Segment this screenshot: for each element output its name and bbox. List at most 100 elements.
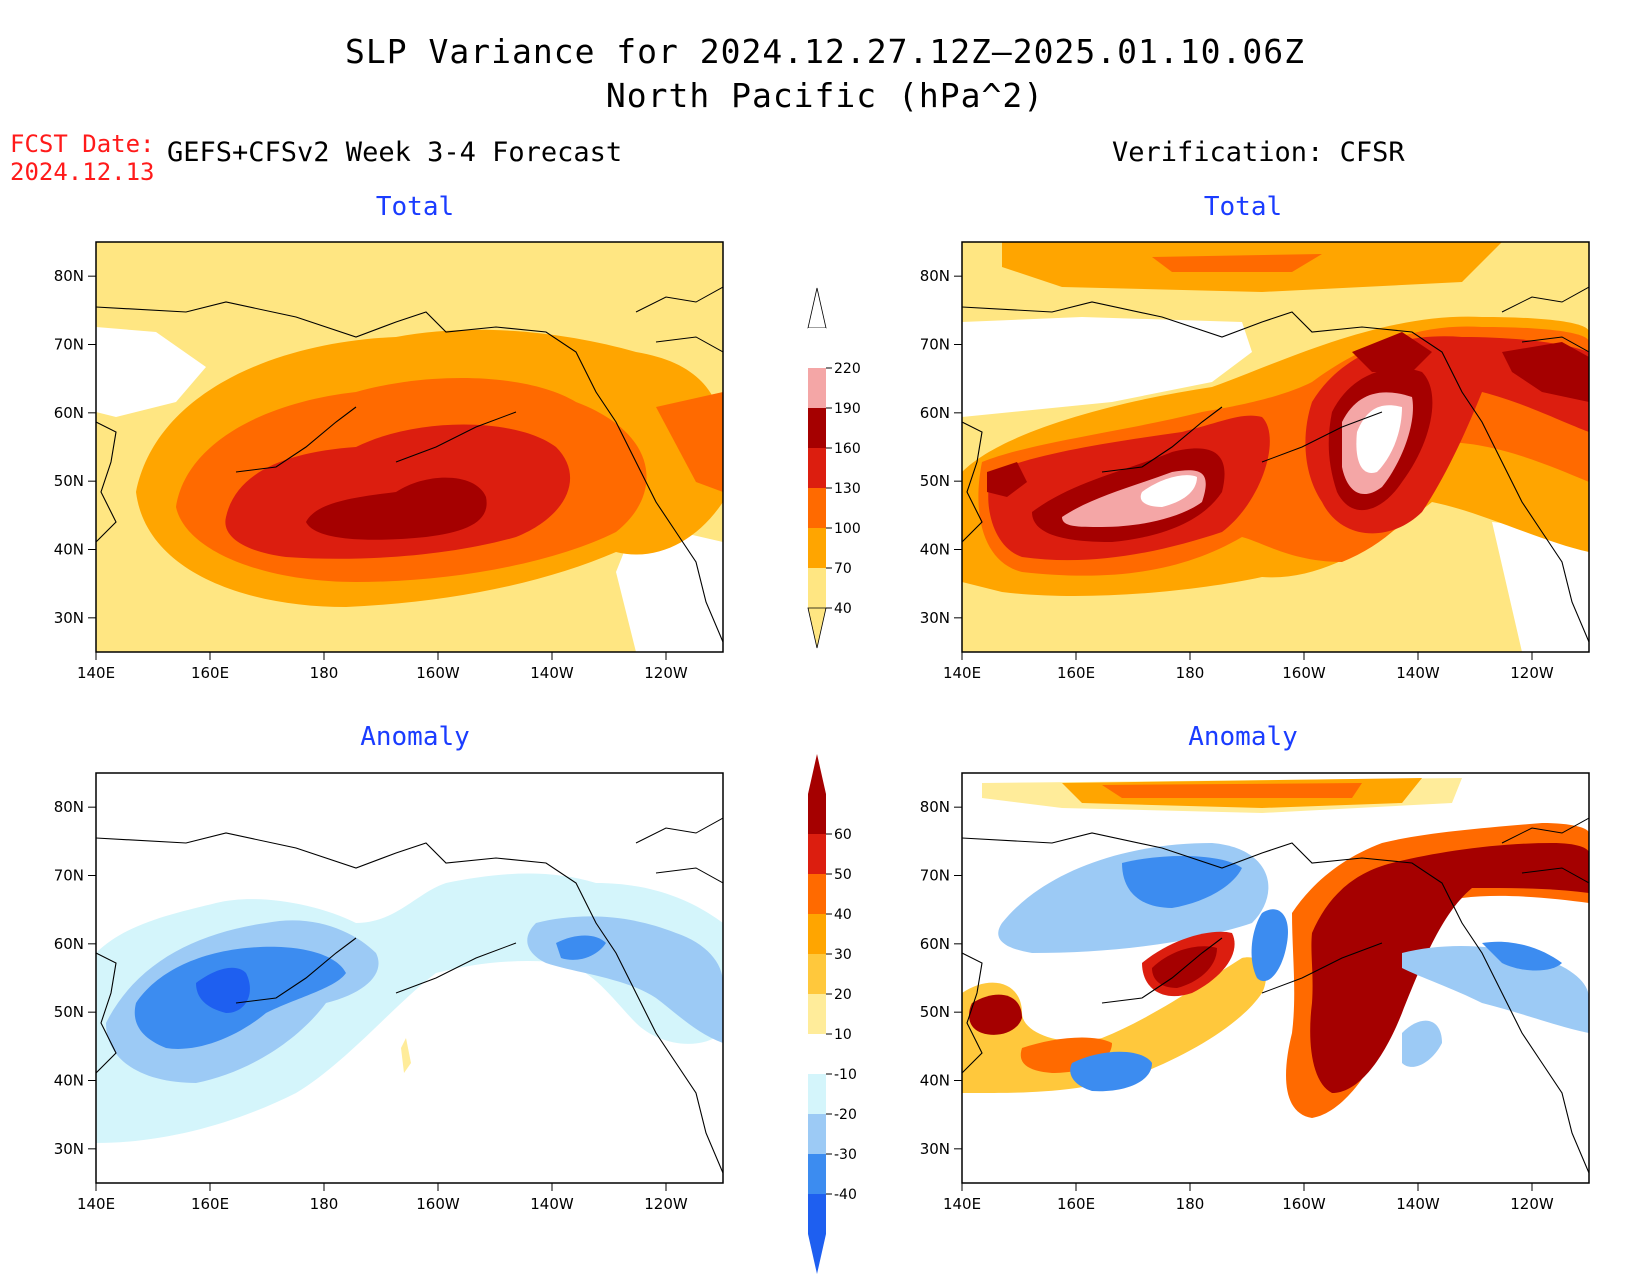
colorbar-label: 190: [834, 401, 861, 417]
y-tick-label: 70N: [54, 867, 84, 885]
field-anomaly-minus40: [196, 967, 250, 1013]
x-tick-label: 180: [310, 664, 339, 682]
colorbar-swatch: [808, 408, 826, 448]
colorbar-swatch: [808, 1154, 826, 1194]
x-tick-label: 140W: [530, 664, 574, 682]
field-below-40: [962, 317, 1252, 417]
y-tick-label: 80N: [54, 267, 84, 285]
field-total-160-canada: [1502, 342, 1589, 402]
panel-forecast-anomaly: [95, 772, 724, 1184]
y-tick-label: 80N: [920, 267, 950, 285]
colorbar-swatch: [808, 528, 826, 568]
plot-frame: [961, 241, 1590, 653]
x-tick-label: 140W: [1396, 664, 1440, 682]
plot-frame: [95, 241, 724, 653]
arctic-islands: [1501, 817, 1589, 884]
colorbar-label: 160: [834, 441, 861, 457]
field-total-220-east: [1356, 405, 1402, 473]
colorbar-label: 20: [834, 987, 852, 1003]
coastline-kamchatka: [1101, 937, 1223, 1004]
panel-title-forecast-total: Total: [375, 192, 455, 222]
panel-title-verification-total: Total: [1203, 192, 1283, 222]
y-tick-label: 40N: [920, 541, 950, 559]
colorbar-swatch: [808, 328, 826, 368]
aleutian-islands: [395, 942, 517, 994]
colorbar-label: 40: [834, 601, 852, 617]
coastline: [962, 301, 1589, 643]
plot-frame: [961, 772, 1590, 1184]
x-tick-label: 160W: [1282, 1195, 1326, 1213]
x-tick-label: 120W: [644, 664, 688, 682]
y-tick-label: 50N: [54, 1003, 84, 1021]
y-tick-label: 60N: [54, 404, 84, 422]
colorbar-label: 220: [834, 361, 861, 377]
field-anomaly-minus30-bering: [1122, 856, 1242, 908]
x-tick-label: 120W: [1510, 1195, 1554, 1213]
field-total-220-west: [1140, 475, 1197, 507]
fcst-date-value: 2024.12.13: [10, 158, 155, 186]
x-tick-label: 140E: [77, 1195, 115, 1213]
field-anomaly-plus60-japan: [969, 994, 1022, 1035]
coastline: [962, 832, 1589, 1174]
y-tick-label: 60N: [920, 404, 950, 422]
colorbar-label: -20: [834, 1107, 857, 1123]
x-tick-label: 180: [1176, 1195, 1205, 1213]
right-column-title: Verification: CFSR: [1112, 137, 1405, 168]
y-tick-label: 80N: [54, 798, 84, 816]
field-anomaly-minus30-east: [556, 935, 606, 960]
x-tick-label: 140E: [943, 664, 981, 682]
axes-layer: 140E 160E 180 160W 140W 120W 30N 40N 50N 60N 70N 80…: [54, 267, 1554, 1213]
panel-forecast-total: [95, 241, 724, 653]
arctic-islands: [635, 817, 723, 884]
y-tick-label: 70N: [920, 867, 950, 885]
x-tick-label: 160E: [191, 1195, 229, 1213]
colorbar-bottom-arrow: [808, 1234, 826, 1274]
coastline-japan: [96, 421, 117, 543]
y-tick-label: 40N: [54, 541, 84, 559]
coastline: [96, 832, 723, 1174]
panel-verification-anomaly: [961, 772, 1590, 1184]
x-tick-label: 180: [310, 1195, 339, 1213]
aleutian-islands: [395, 411, 517, 463]
field-total-160: [306, 477, 487, 540]
x-tick-label: 140E: [77, 664, 115, 682]
field-below-40: [616, 522, 723, 652]
field-total-160-japan: [987, 462, 1027, 497]
y-tick-label: 80N: [920, 798, 950, 816]
plot-frame: [95, 772, 724, 1184]
colorbar-label: 10: [834, 1027, 852, 1043]
field-anomaly-plus40-north: [1102, 783, 1362, 798]
coastline-kamchatka: [235, 406, 357, 473]
colorbar-label: -40: [834, 1187, 857, 1203]
colorbar-swatch: [808, 794, 826, 834]
colorbar-swatch: [808, 954, 826, 994]
colorbar-label: 130: [834, 481, 861, 497]
aleutian-islands: [1261, 942, 1383, 994]
colorbar-label: -10: [834, 1067, 857, 1083]
panel-title-forecast-anomaly: Anomaly: [360, 722, 470, 752]
field-below-40: [96, 327, 206, 417]
y-tick-label: 50N: [920, 1003, 950, 1021]
main-title: SLP Variance for 2024.12.27.12Z–2025.01.…: [345, 32, 1305, 71]
field-total-100-east: [656, 392, 723, 492]
field-anomaly-minus30-south: [1070, 1051, 1152, 1092]
y-tick-label: 40N: [54, 1072, 84, 1090]
x-tick-label: 120W: [644, 1195, 688, 1213]
x-tick-label: 140E: [943, 1195, 981, 1213]
coastline-kamchatka: [235, 937, 357, 1004]
y-tick-label: 60N: [920, 935, 950, 953]
colorbar-swatch: [808, 1034, 826, 1074]
colorbar-swatch: [808, 1114, 826, 1154]
coastline-japan: [96, 952, 117, 1074]
x-tick-label: 160E: [1057, 1195, 1095, 1213]
colorbar-anomaly: 60 50 40 30 20 10 -10 -20 -30 -40: [808, 754, 857, 1274]
colorbar-label: -30: [834, 1147, 857, 1163]
coastline-kamchatka: [1101, 406, 1223, 473]
y-tick-label: 30N: [54, 1140, 84, 1158]
y-tick-label: 40N: [920, 1072, 950, 1090]
colorbar-label: 30: [834, 947, 852, 963]
y-tick-label: 30N: [920, 1140, 950, 1158]
y-tick-label: 50N: [54, 472, 84, 490]
field-anomaly-minus30-east: [1251, 909, 1288, 982]
colorbar-swatch: [808, 1074, 826, 1114]
